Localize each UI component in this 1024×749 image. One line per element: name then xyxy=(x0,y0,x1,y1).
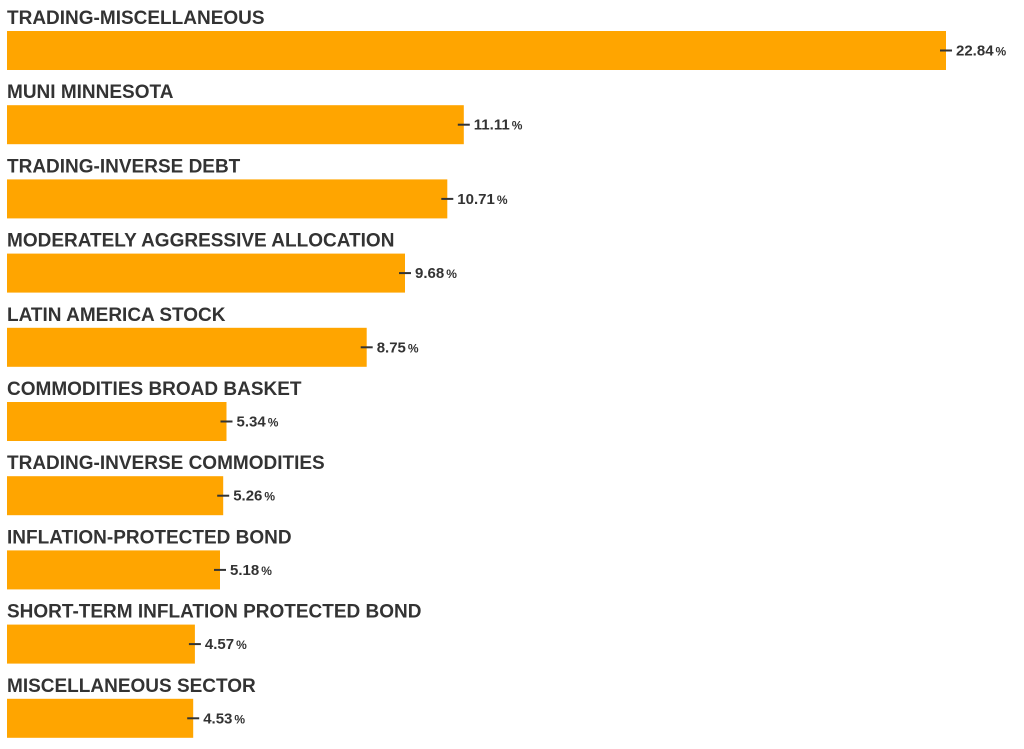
value-unit: % xyxy=(264,490,275,504)
value-unit: % xyxy=(996,45,1007,59)
bar xyxy=(7,179,448,219)
bar-row: LATIN AMERICA STOCK 8.75% xyxy=(7,305,419,367)
bar-row: MODERATELY AGGRESSIVE ALLOCATION 9.68% xyxy=(7,231,457,293)
bar xyxy=(7,253,405,293)
bar xyxy=(7,550,220,590)
value-unit: % xyxy=(268,416,279,430)
value-unit: % xyxy=(446,267,457,281)
bar-row: TRADING-MISCELLANEOUS 22.84% xyxy=(7,8,1007,70)
value-label: 5.34% xyxy=(237,414,279,431)
category-label: TRADING-INVERSE DEBT xyxy=(7,156,241,177)
bar xyxy=(7,327,367,367)
value-unit: % xyxy=(261,564,272,578)
value-number: 8.75 xyxy=(377,339,406,356)
value-label: 4.57% xyxy=(205,636,247,653)
bar xyxy=(7,476,224,516)
bar xyxy=(7,402,227,441)
value-label: 11.11% xyxy=(474,117,523,134)
bar xyxy=(7,31,946,70)
category-label: COMMODITIES BROAD BASKET xyxy=(7,379,302,400)
value-number: 22.84 xyxy=(956,43,994,60)
value-number: 5.18 xyxy=(230,562,259,579)
category-label: MODERATELY AGGRESSIVE ALLOCATION xyxy=(7,231,394,252)
value-number: 9.68 xyxy=(415,265,444,282)
bar-row: MISCELLANEOUS SECTOR 4.53% xyxy=(7,676,256,738)
value-unit: % xyxy=(512,119,523,133)
category-label: TRADING-INVERSE COMMODITIES xyxy=(7,453,325,474)
bar xyxy=(7,105,464,145)
bar-row: COMMODITIES BROAD BASKET 5.34% xyxy=(7,379,302,441)
value-label: 5.26% xyxy=(233,488,275,505)
category-label: INFLATION-PROTECTED BOND xyxy=(7,527,292,548)
value-number: 5.26 xyxy=(233,488,262,505)
value-number: 4.57 xyxy=(205,636,234,653)
bar-row: SHORT-TERM INFLATION PROTECTED BOND 4.57% xyxy=(7,602,421,664)
category-label: MUNI MINNESOTA xyxy=(7,82,174,103)
category-label: MISCELLANEOUS SECTOR xyxy=(7,676,256,697)
bar-row: TRADING-INVERSE DEBT 10.71% xyxy=(7,156,508,219)
value-unit: % xyxy=(236,638,247,652)
value-label: 22.84% xyxy=(956,43,1007,60)
value-label: 4.53% xyxy=(203,710,245,727)
value-unit: % xyxy=(497,193,508,207)
category-label: LATIN AMERICA STOCK xyxy=(7,305,226,326)
bar-row: TRADING-INVERSE COMMODITIES 5.26% xyxy=(7,453,325,516)
bar xyxy=(7,698,194,738)
value-number: 5.34 xyxy=(237,414,267,431)
category-label: TRADING-MISCELLANEOUS xyxy=(7,8,265,29)
value-label: 5.18% xyxy=(230,562,272,579)
value-label: 10.71% xyxy=(457,191,508,208)
value-label: 8.75% xyxy=(377,339,419,356)
value-number: 4.53 xyxy=(203,710,232,727)
bar xyxy=(7,624,195,664)
value-number: 11.11 xyxy=(474,117,510,134)
value-unit: % xyxy=(408,341,419,355)
value-label: 9.68% xyxy=(415,265,457,282)
value-unit: % xyxy=(234,712,245,726)
category-label: SHORT-TERM INFLATION PROTECTED BOND xyxy=(7,602,421,623)
value-number: 10.71 xyxy=(457,191,495,208)
bar-row: MUNI MINNESOTA 11.11% xyxy=(7,82,523,145)
bar-row: INFLATION-PROTECTED BOND 5.18% xyxy=(7,527,292,590)
